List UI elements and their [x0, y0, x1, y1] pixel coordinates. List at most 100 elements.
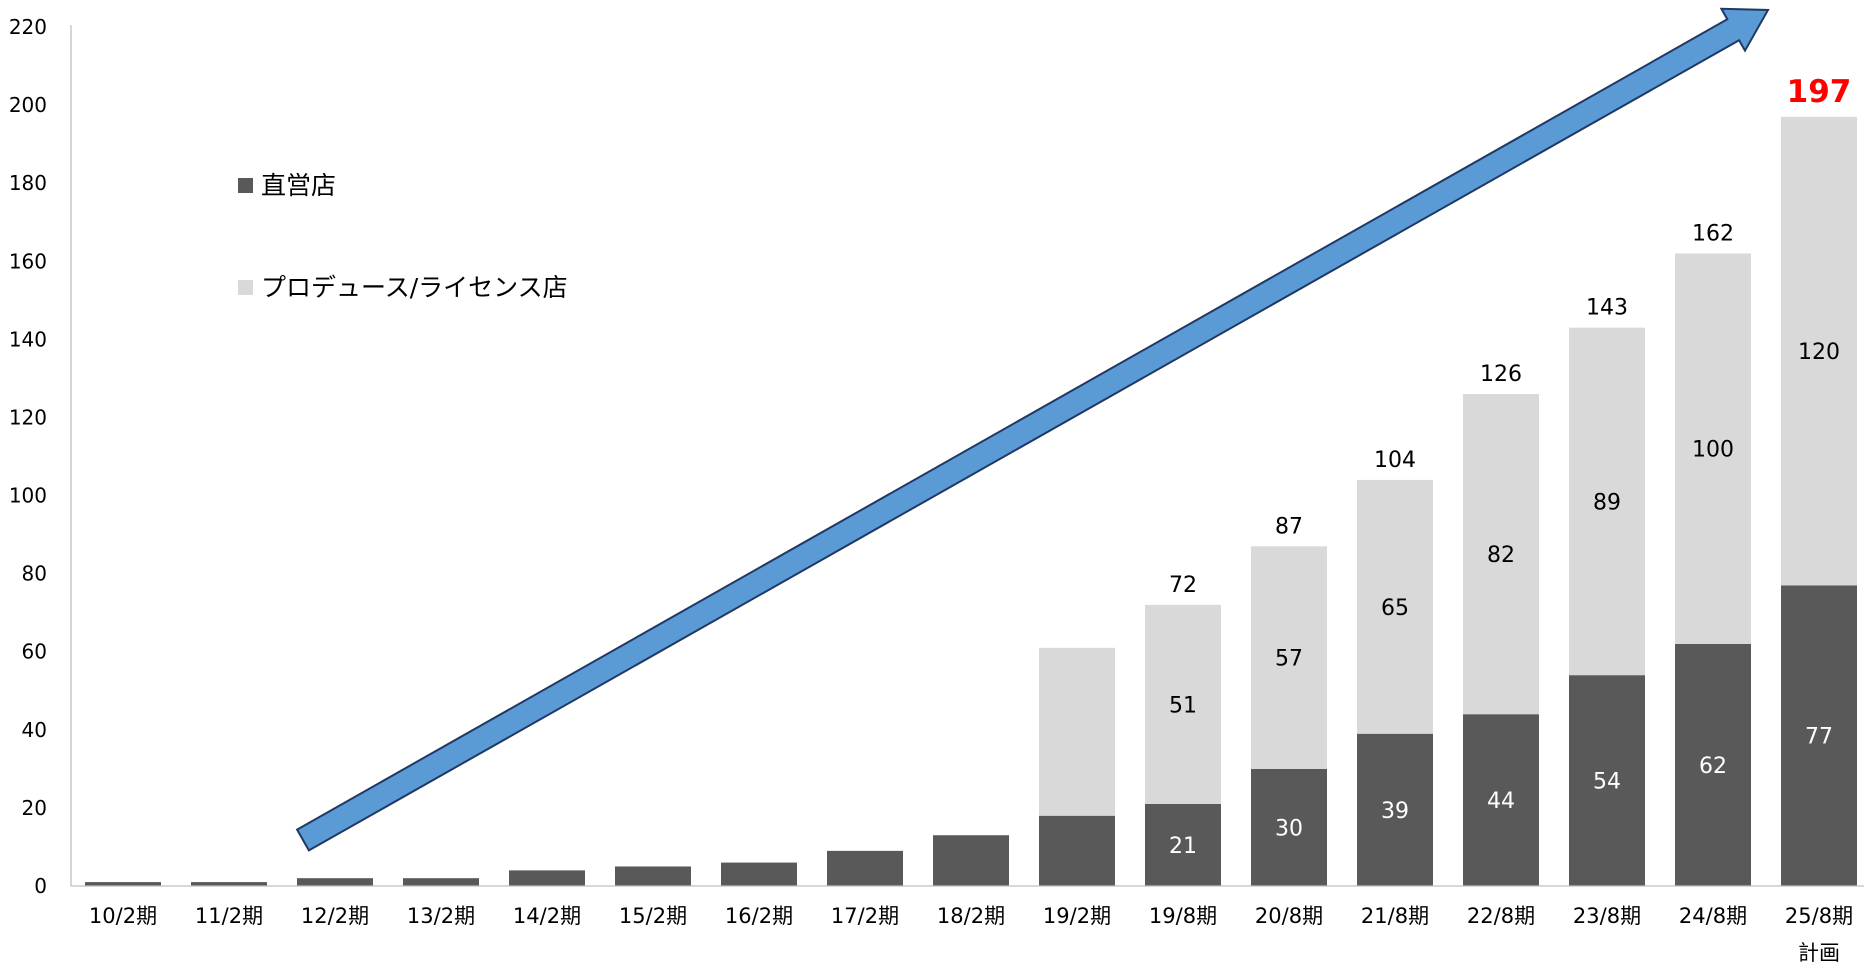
y-tick-label: 140: [9, 327, 47, 351]
y-tick-label: 120: [9, 405, 47, 429]
bar-group: 77 120 197: [1781, 74, 1857, 886]
y-tick-label: 0: [34, 874, 47, 898]
bar-group: 21 51 72: [1145, 573, 1221, 886]
x-tick-label: 22/8期: [1467, 904, 1535, 928]
bar-group: [403, 878, 479, 886]
y-tick-label: 40: [22, 718, 47, 742]
bar-segment-produce-license-store: [1675, 253, 1751, 644]
bar-segment-produce-license-store: [1145, 604, 1221, 805]
x-tick-sublabel: 計画: [1798, 941, 1840, 965]
bar-segment-direct-store: [1251, 768, 1327, 886]
bar-group: 44 82 126: [1463, 362, 1539, 886]
bar-segment-produce-license-store: [1039, 647, 1115, 816]
x-tick-label: 11/2期: [195, 904, 263, 928]
bar-group: [85, 882, 161, 886]
bar-segment-produce-license-store: [1251, 546, 1327, 769]
bar-group: [191, 882, 267, 886]
bar-segment-produce-license-store: [1357, 479, 1433, 734]
data-label-direct-store: 54: [1593, 770, 1621, 795]
bar-group: 39 65 104: [1357, 448, 1433, 886]
bar-segment-direct-store: [1039, 815, 1115, 886]
total-label: 87: [1275, 514, 1303, 539]
legend-swatch-direct-store: [238, 178, 253, 193]
x-tick-label: 25/8期: [1785, 904, 1853, 928]
bar-group: [721, 862, 797, 886]
data-label-direct-store: 30: [1275, 816, 1303, 841]
data-label-produce-license-store: 100: [1692, 438, 1734, 463]
x-tick-label: 18/2期: [937, 904, 1005, 928]
total-label-highlight: 197: [1787, 74, 1852, 110]
legend-swatch-produce-license-store: [238, 280, 253, 295]
x-tick-label: 23/8期: [1573, 904, 1641, 928]
bar-segment-produce-license-store: [1781, 116, 1857, 586]
bar-segment-direct-store: [509, 870, 585, 886]
total-label: 126: [1480, 362, 1522, 387]
total-label: 72: [1169, 573, 1197, 598]
y-tick-label: 200: [9, 93, 47, 117]
y-tick-label: 160: [9, 249, 47, 273]
x-tick-label: 10/2期: [89, 904, 157, 928]
x-tick-label: 15/2期: [619, 904, 687, 928]
bar-segment-produce-license-store: [1569, 327, 1645, 676]
data-label-direct-store: 21: [1169, 834, 1197, 859]
x-tick-label: 16/2期: [725, 904, 793, 928]
bar-group: 30 57 87: [1251, 514, 1327, 886]
bar-group: [1039, 647, 1115, 886]
bar-group: 54 89 143: [1569, 296, 1645, 886]
y-tick-label: 100: [9, 484, 47, 508]
x-axis: 10/2期 11/2期 12/2期 13/2期 14/2期 15/2期 16/2期 17/2期…: [71, 885, 1864, 965]
data-label-direct-store: 39: [1381, 799, 1409, 824]
data-label-produce-license-store: 120: [1798, 340, 1840, 365]
bar-segment-direct-store: [1569, 675, 1645, 886]
bar-segment-direct-store: [721, 862, 797, 886]
bar-segment-direct-store: [1145, 804, 1221, 886]
bar-series: 21 51 72 30 57 87 39 65 104 44 82 126 54 89 143 62 100 16…: [85, 74, 1857, 886]
legend-label-produce-license-store: プロデュース/ライセンス店: [261, 273, 568, 302]
bar-segment-direct-store: [1357, 733, 1433, 886]
bar-segment-direct-store: [1675, 643, 1751, 886]
data-label-direct-store: 77: [1805, 725, 1833, 750]
legend-label-direct-store: 直営店: [261, 171, 336, 200]
y-tick-label: 80: [22, 562, 47, 586]
legend: 直営店 プロデュース/ライセンス店: [238, 171, 568, 302]
data-label-produce-license-store: 57: [1275, 647, 1303, 672]
bar-segment-direct-store: [827, 850, 903, 886]
bar-segment-direct-store: [615, 866, 691, 886]
x-tick-label: 12/2期: [301, 904, 369, 928]
growth-arrow: [295, 7, 1770, 852]
bar-segment-direct-store: [933, 835, 1009, 886]
data-label-produce-license-store: 51: [1169, 693, 1197, 718]
x-tick-label: 14/2期: [513, 904, 581, 928]
total-label: 162: [1692, 221, 1734, 246]
x-tick-label: 13/2期: [407, 904, 475, 928]
bar-segment-direct-store: [297, 878, 373, 886]
data-label-direct-store: 62: [1699, 754, 1727, 779]
data-label-produce-license-store: 82: [1487, 543, 1515, 568]
x-tick-label: 24/8期: [1679, 904, 1747, 928]
y-tick-label: 60: [22, 640, 47, 664]
x-tick-label: 17/2期: [831, 904, 899, 928]
y-tick-label: 180: [9, 171, 47, 195]
arrow-shape: [295, 7, 1770, 852]
bar-group: [933, 835, 1009, 886]
bar-segment-direct-store: [403, 878, 479, 886]
bar-group: [297, 878, 373, 886]
data-label-produce-license-store: 89: [1593, 490, 1621, 515]
x-tick-label: 20/8期: [1255, 904, 1323, 928]
bar-segment-direct-store: [1781, 585, 1857, 886]
y-tick-label: 220: [9, 15, 47, 39]
bar-group: [827, 850, 903, 886]
total-label: 104: [1374, 448, 1416, 473]
total-label: 143: [1586, 296, 1628, 321]
data-label-direct-store: 44: [1487, 789, 1515, 814]
bar-segment-produce-license-store: [1463, 394, 1539, 715]
x-tick-label: 21/8期: [1361, 904, 1429, 928]
bar-segment-direct-store: [191, 882, 267, 886]
data-label-produce-license-store: 65: [1381, 596, 1409, 621]
bar-segment-direct-store: [85, 882, 161, 886]
y-tick-label: 20: [22, 796, 47, 820]
bar-group: 62 100 162: [1675, 221, 1751, 886]
bar-group: [615, 866, 691, 886]
x-tick-label: 19/2期: [1043, 904, 1111, 928]
